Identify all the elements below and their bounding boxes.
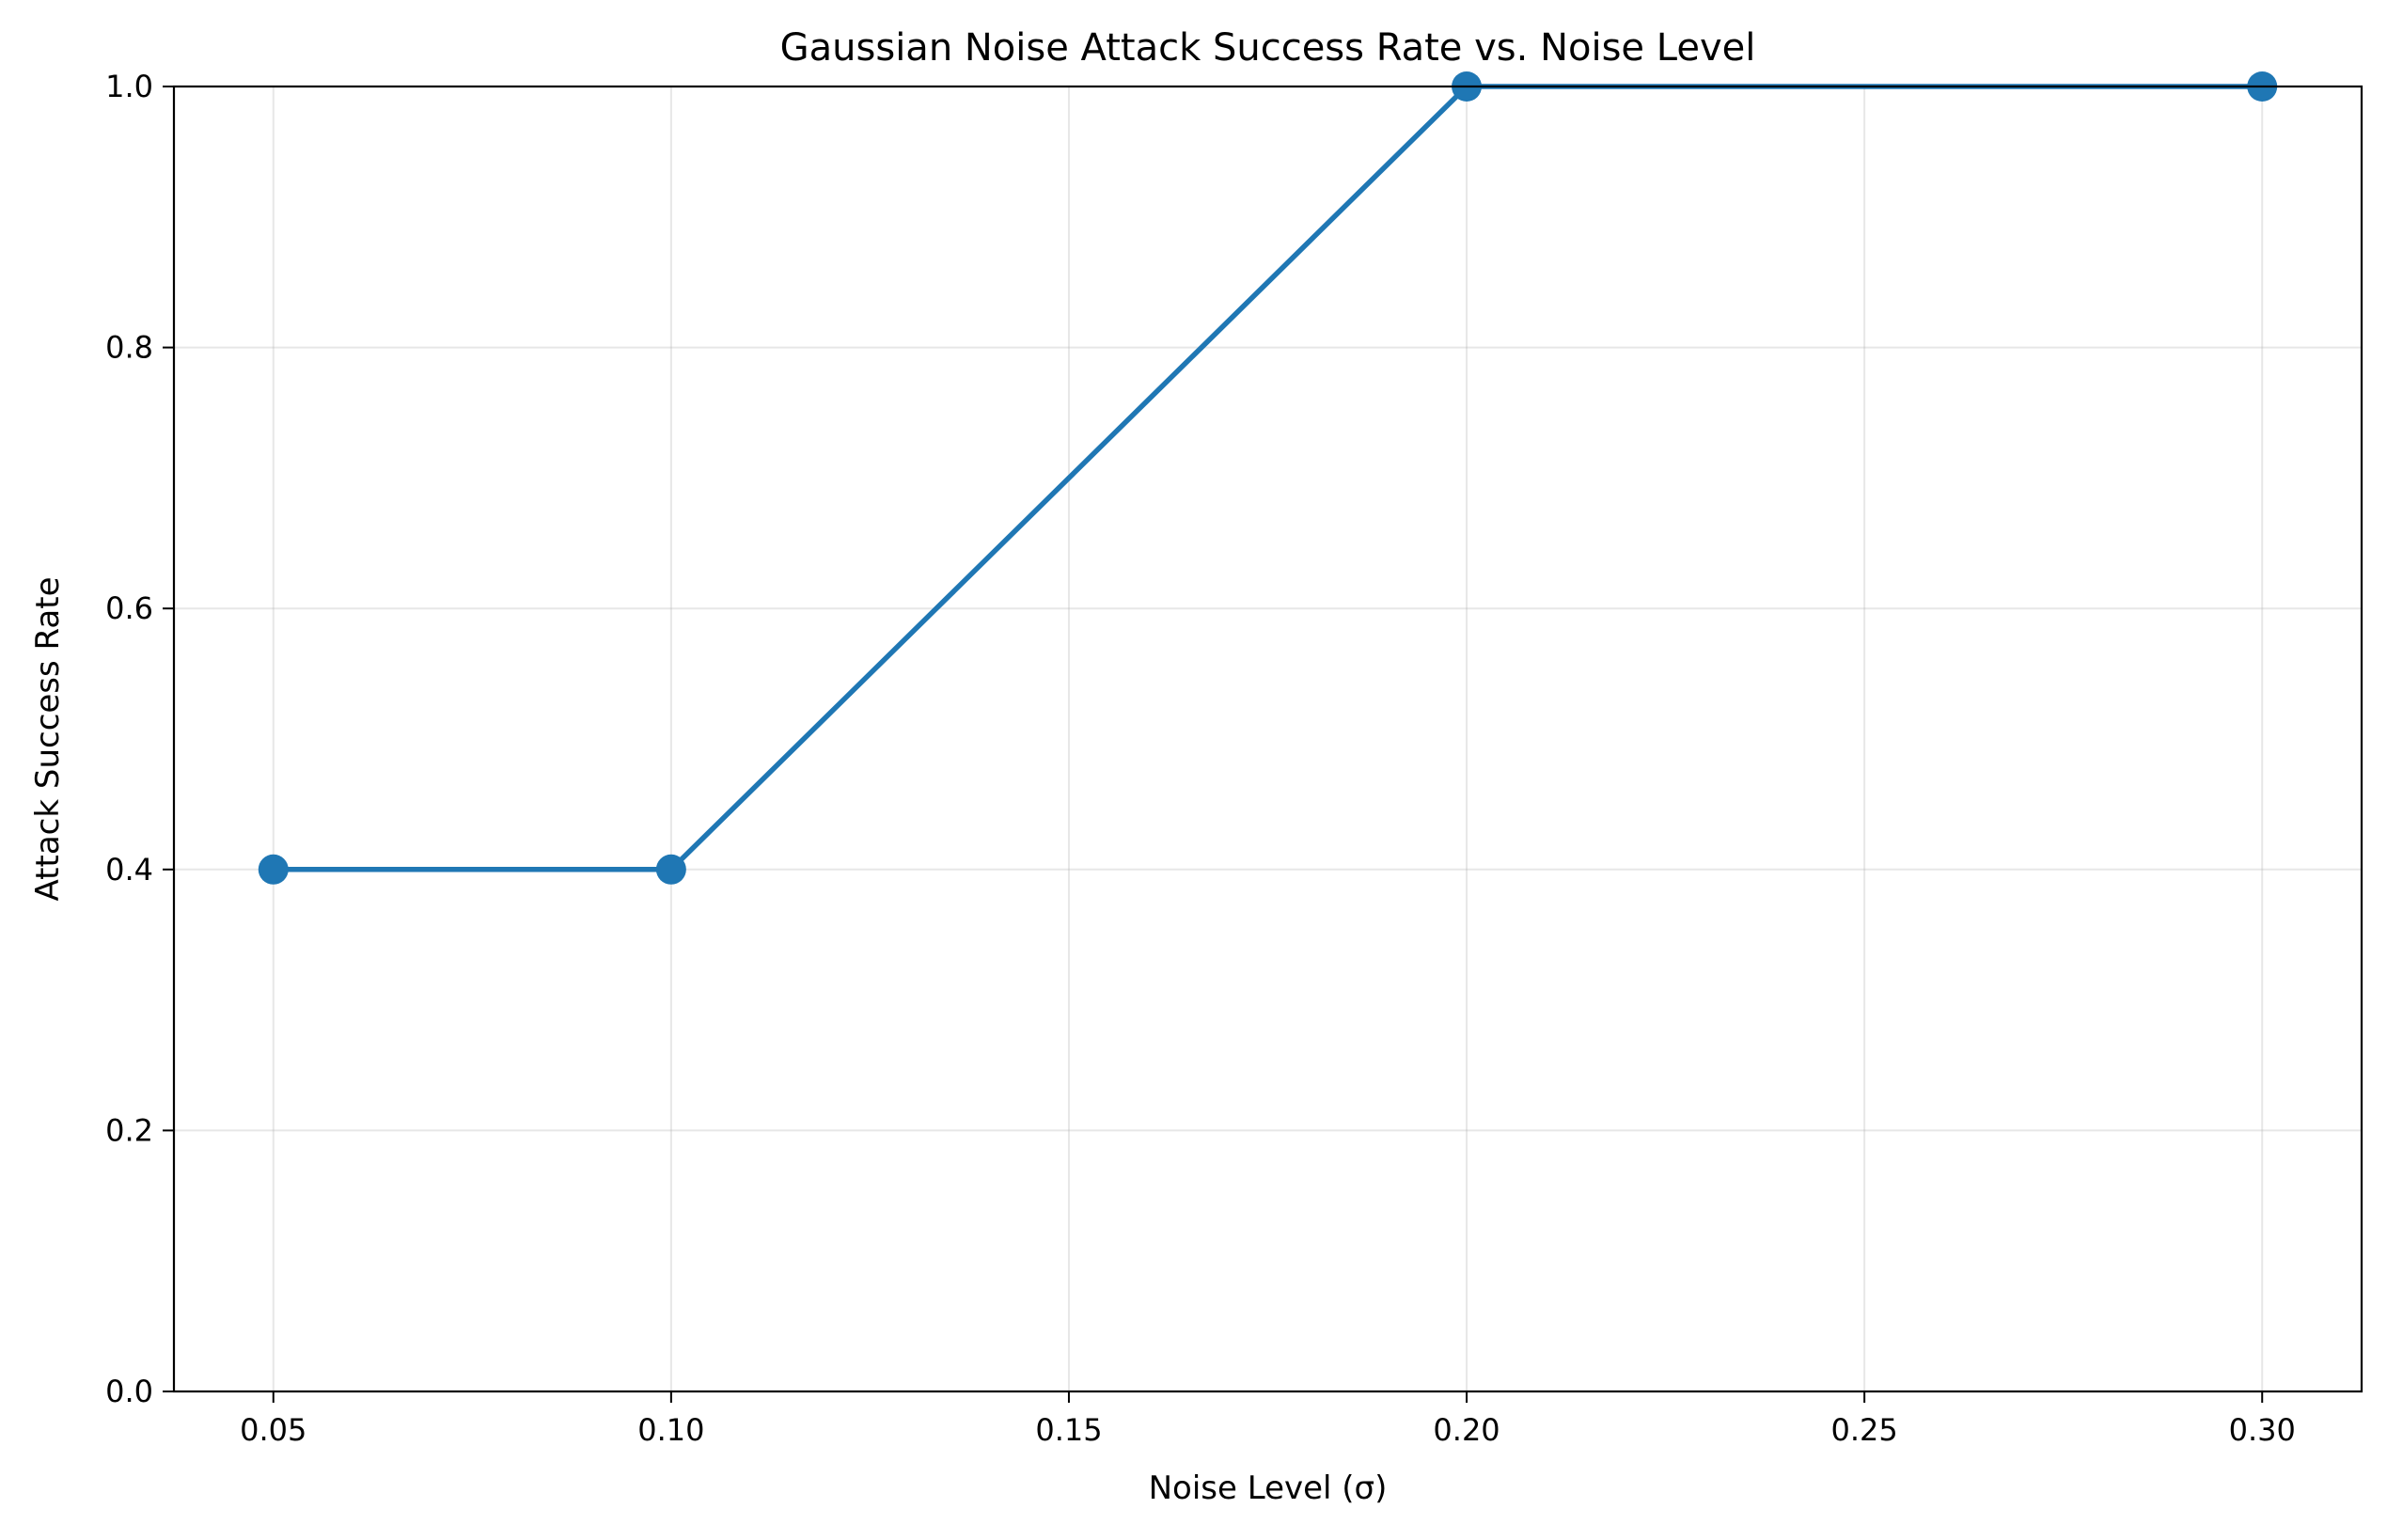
y-tick-label: 0.8 <box>105 330 153 366</box>
data-point-marker <box>655 854 686 885</box>
data-point-marker <box>258 854 289 885</box>
x-tick-label: 0.05 <box>240 1412 306 1448</box>
y-tick-label: 0.4 <box>105 852 153 888</box>
x-tick-label: 0.25 <box>1831 1412 1898 1448</box>
y-tick-label: 0.6 <box>105 590 153 626</box>
x-tick-label: 0.20 <box>1433 1412 1500 1448</box>
plot-area-frame <box>172 85 2363 1393</box>
x-tick-label: 0.10 <box>637 1412 704 1448</box>
x-tick-label: 0.15 <box>1035 1412 1102 1448</box>
y-axis-title: Attack Success Rate <box>29 577 67 902</box>
x-axis-title: Noise Level (σ) <box>1149 1469 1388 1507</box>
x-tick-label: 0.30 <box>2229 1412 2296 1448</box>
y-tick-label: 1.0 <box>105 69 153 104</box>
y-tick-label: 0.2 <box>105 1112 153 1148</box>
chart-title: Gaussian Noise Attack Success Rate vs. N… <box>780 26 1756 70</box>
axis-ticks: 0.05 0.10 0.15 0.20 0.25 0.30 0.0 0.2 0.4 0.6 0.8 1… <box>105 69 2296 1448</box>
y-tick-label: 0.0 <box>105 1374 153 1409</box>
